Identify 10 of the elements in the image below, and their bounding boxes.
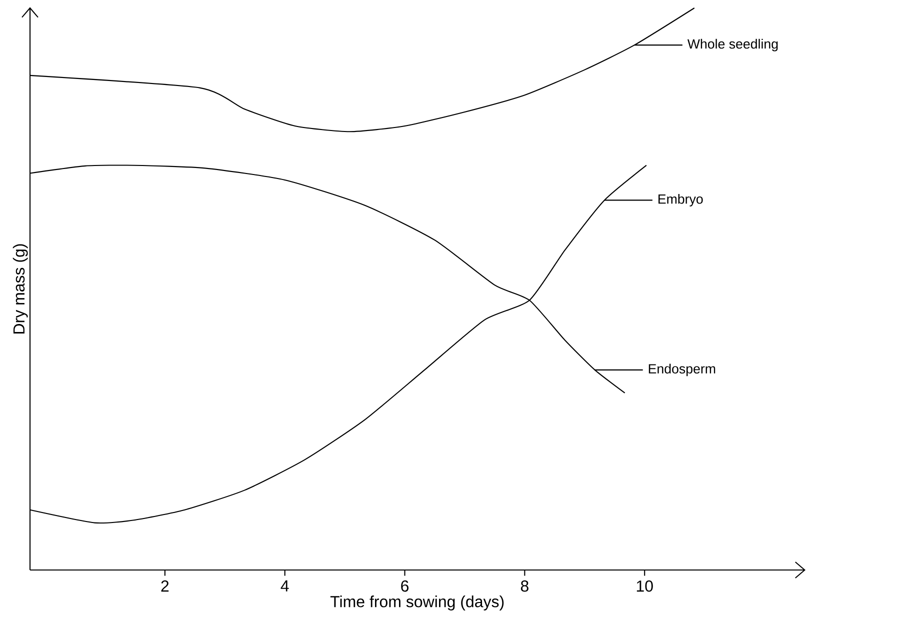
x-tick-label: 10 — [636, 580, 653, 592]
x-tick-label: 4 — [280, 580, 289, 592]
x-tick-label: 2 — [161, 580, 169, 592]
legend-label: Endosperm — [648, 364, 716, 376]
legend-label: Embryo — [658, 194, 703, 206]
legend-label: Whole seedling — [687, 38, 778, 52]
x-tick-label: 6 — [401, 580, 409, 592]
x-axis-title: Time from sowing (days) — [330, 596, 504, 610]
y-axis-title: Dry mass (g) — [12, 244, 28, 334]
x-tick-label: 8 — [520, 580, 528, 592]
